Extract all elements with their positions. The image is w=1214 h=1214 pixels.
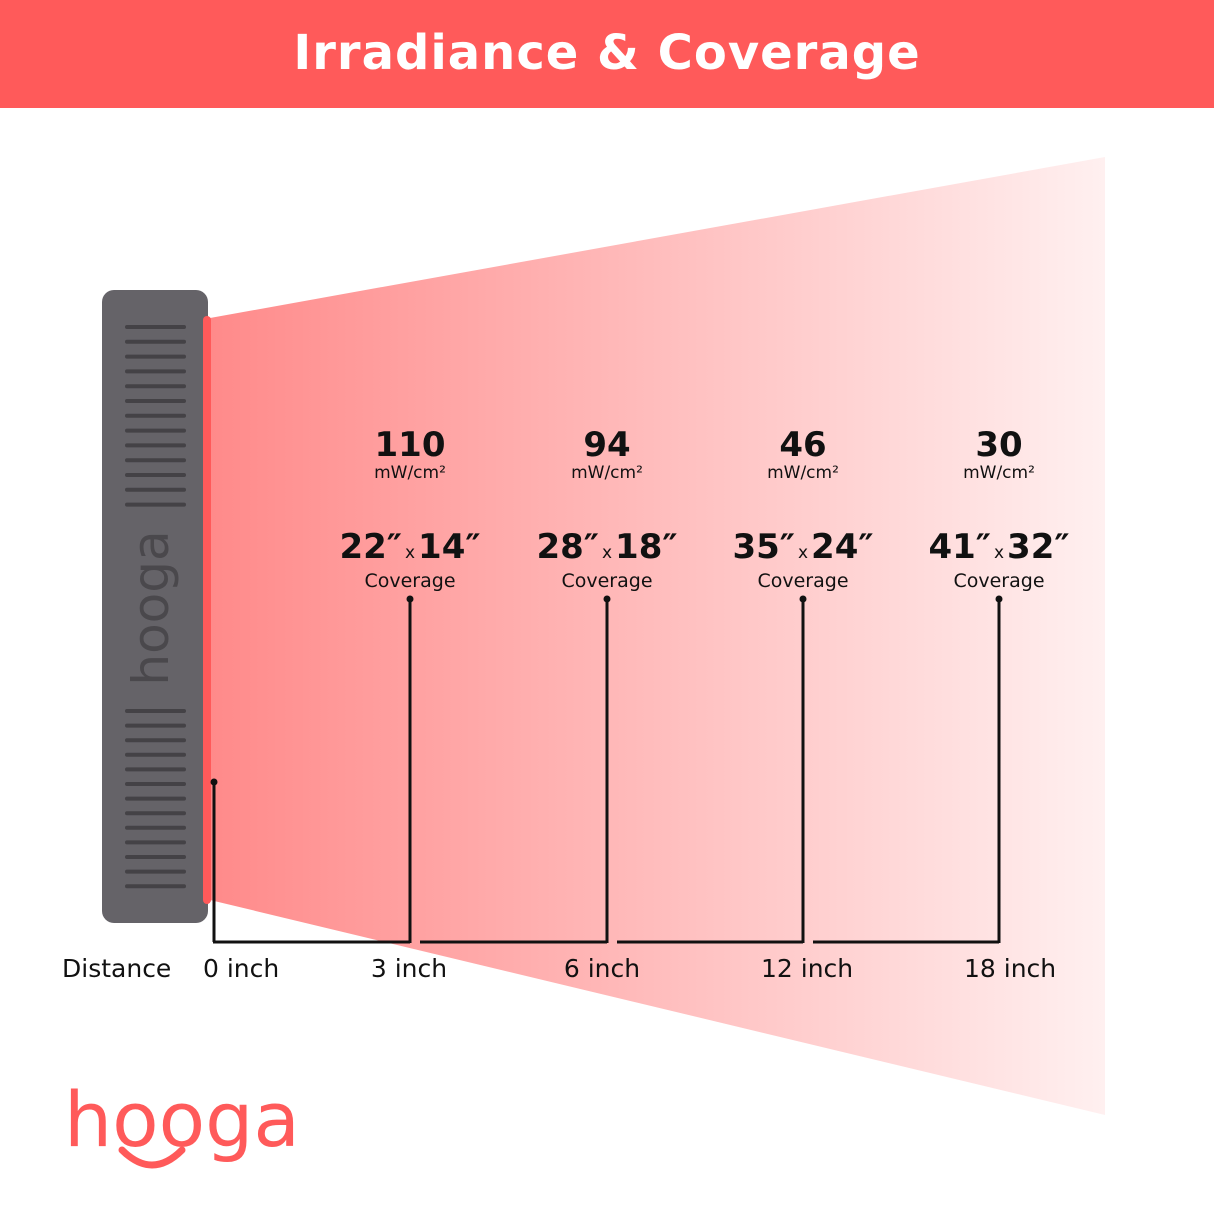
irradiance-unit: mW/cm²	[374, 463, 446, 483]
coverage-label: Coverage	[561, 570, 653, 592]
coverage-width: 41″	[928, 527, 991, 567]
coverage-label: Coverage	[364, 570, 456, 592]
page-title: Irradiance & Coverage	[0, 0, 1214, 108]
times-sign: x	[601, 543, 613, 563]
distance-1: 3 inch	[370, 954, 448, 983]
marker-dot	[603, 595, 611, 603]
coverage-width: 22″	[339, 527, 402, 567]
irradiance-value: 46	[779, 425, 827, 465]
distance-2: 6 inch	[563, 954, 641, 983]
marker-dot	[406, 595, 414, 603]
times-sign: x	[404, 543, 416, 563]
marker-dot	[210, 778, 218, 786]
coverage-dimensions: 41″ x32″	[899, 530, 1099, 570]
coverage-height: 32″	[1007, 527, 1070, 567]
irradiance-unit: mW/cm²	[767, 463, 839, 483]
led-strip	[203, 316, 211, 904]
coverage-height: 24″	[811, 527, 874, 567]
marker-dot	[995, 595, 1003, 603]
irradiance-unit: mW/cm²	[571, 463, 643, 483]
measurement-0: 110 mW/cm² 22″ x14″ Coverage	[310, 428, 510, 592]
brand-logo: hooga	[64, 1075, 300, 1169]
measurement-1: 94 mW/cm² 28″ x18″ Coverage	[507, 428, 707, 592]
distance-0: 0 inch	[203, 954, 280, 983]
coverage-label: Coverage	[757, 570, 849, 592]
measurement-2: 46 mW/cm² 35″ x24″ Coverage	[703, 428, 903, 592]
coverage-height: 18″	[615, 527, 678, 567]
coverage-dimensions: 28″ x18″	[507, 530, 707, 570]
coverage-width: 35″	[732, 527, 795, 567]
times-sign: x	[797, 543, 809, 563]
distance-brackets	[210, 595, 1003, 944]
irradiance-value: 94	[583, 425, 631, 465]
coverage-dimensions: 22″ x14″	[310, 530, 510, 570]
irradiance-value: 110	[374, 425, 446, 465]
distance-3: 12 inch	[761, 954, 854, 983]
irradiance-unit: mW/cm²	[963, 463, 1035, 483]
coverage-width: 28″	[536, 527, 599, 567]
times-sign: x	[993, 543, 1005, 563]
coverage-label: Coverage	[953, 570, 1045, 592]
light-beam	[210, 157, 1105, 1115]
measurement-3: 30 mW/cm² 41″ x32″ Coverage	[899, 428, 1099, 592]
distance-4: 18 inch	[964, 954, 1057, 983]
device-vents	[125, 325, 186, 889]
marker-dot	[799, 595, 807, 603]
irradiance-value: 30	[975, 425, 1023, 465]
device-logo: hooga	[122, 530, 180, 685]
distance-label: Distance	[62, 954, 172, 983]
coverage-height: 14″	[418, 527, 481, 567]
device-panel	[102, 290, 208, 923]
coverage-dimensions: 35″ x24″	[703, 530, 903, 570]
